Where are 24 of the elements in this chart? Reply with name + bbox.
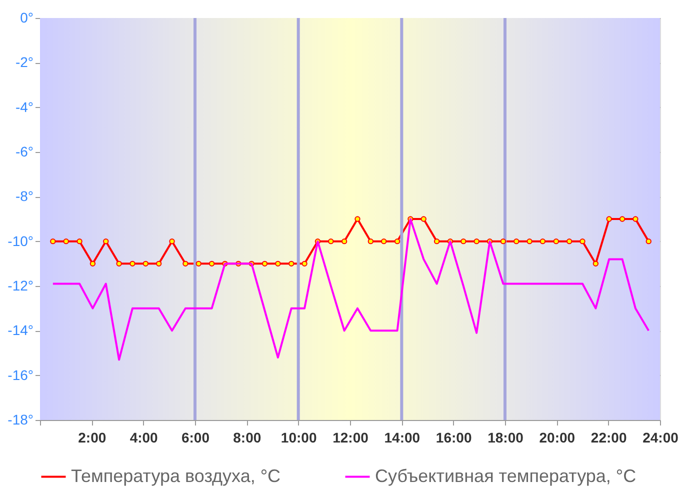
y-tick-label: -14° [8, 322, 34, 338]
y-tick-label: 0° [20, 10, 34, 26]
x-tick-label: 16:00 [436, 430, 472, 446]
x-tick-label: 18:00 [488, 430, 524, 446]
y-tick-label: -6° [15, 144, 34, 160]
y-tick-label: -16° [8, 366, 34, 383]
x-tick-label: 12:00 [332, 430, 369, 446]
x-tick-label: 10:00 [280, 430, 317, 446]
x-tick-label: 20:00 [539, 430, 576, 446]
y-tick-label: -4° [15, 98, 34, 115]
y-tick-label: -18° [8, 412, 34, 428]
x-tick-label: 24:00 [642, 430, 679, 446]
y-tick-label: -10° [8, 232, 34, 249]
x-tick-label: 4:00 [130, 430, 158, 446]
x-tick-label: 22:00 [590, 430, 627, 446]
x-tick-label: 14:00 [384, 430, 420, 446]
y-tick-label: -12° [8, 278, 34, 294]
y-tick-label: -2° [15, 54, 34, 70]
legend-label: Субъективная температура, °C [375, 466, 636, 486]
x-tick-label: 6:00 [181, 430, 210, 446]
x-tick-label: 8:00 [233, 430, 262, 446]
x-tick-label: 2:00 [78, 430, 106, 446]
y-tick-label: -8° [15, 188, 34, 204]
legend-label: Температура воздуха, °C [71, 466, 281, 486]
